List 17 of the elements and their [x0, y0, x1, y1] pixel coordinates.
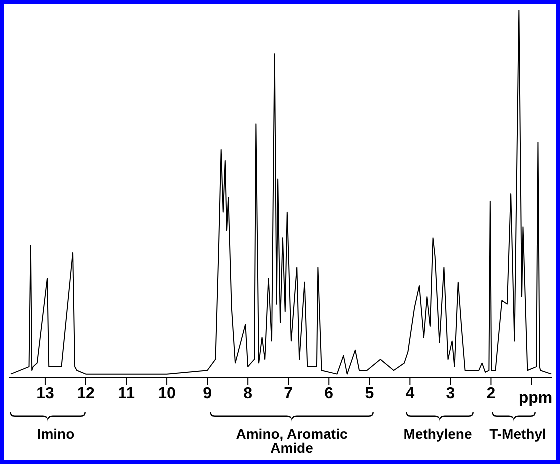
- text: Imino: [37, 426, 75, 442]
- x-tick-label: 9: [203, 385, 212, 402]
- x-tick-label: 13: [36, 385, 54, 402]
- x-tick-label: 8: [244, 385, 253, 402]
- text: Amino, Aromatic Amide: [236, 426, 348, 456]
- x-tick-label: 11: [118, 385, 136, 402]
- text: Methylene: [404, 426, 472, 442]
- x-tick-label: 2: [486, 385, 496, 402]
- x-tick-label: 10: [158, 385, 176, 402]
- x-axis-title: ppm: [518, 390, 553, 407]
- x-tick-label: 6: [324, 385, 334, 402]
- x-tick-label: 3: [446, 385, 456, 402]
- text: T-Methyl: [490, 426, 546, 442]
- x-tick-label: 7: [284, 385, 294, 402]
- x-tick-label: 5: [365, 385, 374, 402]
- x-tick-label: 12: [77, 385, 95, 402]
- x-tick-label: 4: [406, 385, 415, 402]
